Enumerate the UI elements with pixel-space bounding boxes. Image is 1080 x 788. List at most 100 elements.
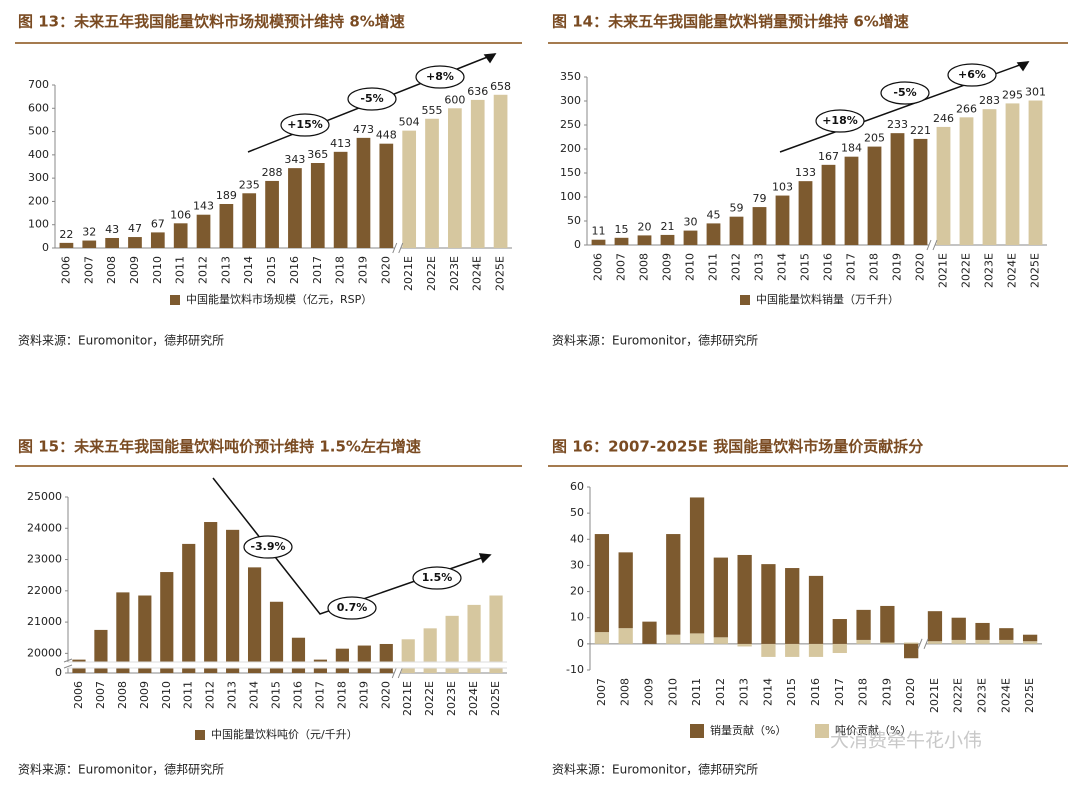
bar-segment — [1022, 641, 1038, 644]
x-tick-label: 2017 — [313, 681, 326, 709]
value-label: 343 — [284, 153, 305, 166]
bar — [729, 216, 744, 245]
value-label: 184 — [841, 142, 862, 155]
bar — [1028, 100, 1043, 246]
axis-break-gap — [929, 239, 935, 251]
x-tick-label: 2006 — [72, 681, 85, 709]
bar-segment — [689, 497, 705, 634]
x-tick-label: 2021E — [402, 256, 415, 291]
bar — [247, 567, 262, 673]
bar — [82, 240, 97, 248]
axis-break — [391, 667, 397, 679]
x-tick-label: 2014 — [242, 256, 255, 284]
arrow-head — [483, 53, 497, 64]
bar — [660, 234, 675, 245]
bar — [357, 645, 371, 673]
bar-segment — [618, 628, 633, 644]
bar — [467, 604, 481, 673]
axis-break-gap — [394, 242, 401, 254]
x-tick-label: 2011 — [690, 678, 703, 706]
bar-segment — [737, 554, 752, 644]
axis-break — [398, 242, 404, 254]
figure-title: 图 13：未来五年我国能量饮料市场规模预计维持 8%增速 — [18, 13, 405, 31]
bar-segment — [927, 641, 943, 644]
x-tick-label: 2014 — [248, 681, 261, 709]
x-tick-label: 2007 — [94, 681, 107, 709]
bar — [683, 230, 698, 245]
axis-break — [926, 239, 932, 251]
x-tick-label: 2015 — [265, 256, 278, 284]
x-tick-label: 2010 — [151, 256, 164, 284]
axis-break — [923, 638, 929, 650]
x-tick-label: 2022E — [960, 253, 973, 288]
x-tick-label: 2013 — [226, 681, 239, 709]
bar-segment — [880, 605, 895, 643]
value-label: 133 — [795, 166, 816, 179]
y-tick-label: -10 — [566, 663, 584, 676]
x-tick-label: 2019 — [357, 681, 370, 709]
bar — [752, 207, 767, 245]
x-tick-label: 2022E — [952, 678, 965, 713]
annotation-bubble — [243, 535, 293, 559]
x-tick-label: 2024E — [999, 678, 1012, 713]
annotation: 0.7% — [337, 601, 368, 614]
y-tick-label: 20 — [570, 585, 584, 598]
bar — [173, 223, 188, 248]
bar — [138, 595, 152, 673]
axis-break — [63, 658, 73, 669]
bar — [867, 146, 882, 245]
value-label: 600 — [444, 93, 465, 106]
legend-label: 吨价贡献（%） — [835, 723, 911, 737]
y-tick-label: 700 — [28, 78, 49, 91]
x-tick-label: 2013 — [738, 678, 751, 706]
y-tick-label: 200 — [28, 194, 49, 207]
x-tick-label: 2015 — [799, 253, 812, 281]
annotation: +15% — [287, 118, 323, 131]
y-tick-label: 100 — [28, 218, 49, 231]
bar — [160, 572, 174, 673]
value-label: 233 — [887, 118, 908, 131]
x-tick-label: 2011 — [707, 253, 720, 281]
value-label: 43 — [105, 223, 119, 236]
value-label: 79 — [753, 192, 767, 205]
annotation-bubble — [412, 566, 462, 590]
bar-segment — [951, 639, 966, 644]
y-tick-label: 250 — [560, 118, 581, 131]
bar — [356, 137, 371, 248]
bar — [128, 237, 142, 248]
y-tick-label: 24000 — [27, 521, 62, 534]
value-label: 246 — [933, 112, 954, 125]
x-tick-label: 2025E — [1029, 253, 1042, 288]
x-tick-label: 2009 — [128, 256, 141, 284]
value-label: 235 — [239, 178, 260, 191]
x-tick-label: 2020 — [379, 256, 392, 284]
x-tick-label: 2017 — [311, 256, 324, 284]
bar — [265, 180, 279, 248]
value-label: 504 — [399, 116, 420, 129]
value-label: 413 — [330, 137, 351, 150]
annotation-bubble — [880, 81, 930, 105]
bar — [379, 643, 393, 673]
bar-segment — [808, 575, 824, 644]
bar-segment — [594, 632, 610, 644]
bar-segment — [713, 557, 728, 638]
bar — [182, 543, 196, 673]
bar — [196, 214, 211, 248]
value-label: 15 — [615, 223, 629, 236]
bar-segment — [975, 639, 990, 644]
axis-break — [68, 661, 507, 669]
watermark: 大消费牵牛花小伟 — [830, 730, 982, 752]
x-tick-label: 2021E — [928, 678, 941, 713]
bar — [204, 522, 218, 673]
arrow-head — [1016, 61, 1030, 72]
x-tick-label: 2023E — [448, 256, 461, 291]
y-tick-label: 22000 — [27, 584, 62, 597]
value-label: 266 — [956, 102, 977, 115]
x-tick-label: 2016 — [291, 681, 304, 709]
y-tick-label: 25000 — [27, 490, 62, 503]
y-tick-label: 600 — [28, 101, 49, 114]
x-tick-label: 2020 — [914, 253, 927, 281]
axis-break-gap — [394, 667, 401, 679]
x-tick-label: 2014 — [761, 678, 774, 706]
bar-segment — [808, 643, 824, 657]
